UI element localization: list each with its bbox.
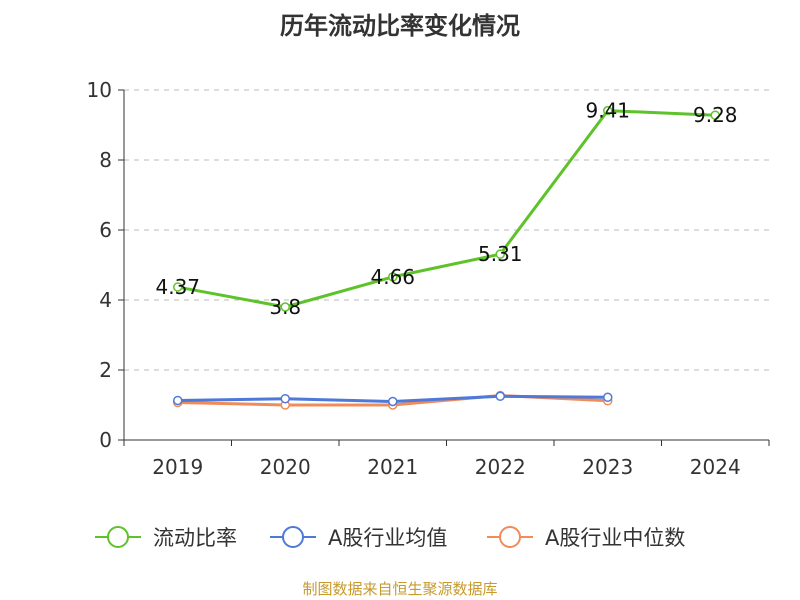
- x-tick-label: 2019: [152, 455, 203, 479]
- y-tick-label: 0: [99, 428, 112, 452]
- x-tick-label: 2023: [582, 455, 633, 479]
- data-point: [280, 393, 290, 404]
- data-point: [173, 282, 183, 292]
- source-note: 制图数据来自恒生聚源数据库: [302, 580, 498, 598]
- data-point: [388, 396, 398, 407]
- chart-title: 历年流动比率变化情况: [280, 12, 520, 40]
- data-labels: 4.37 3.8 4.66 5.31 9.41 9.28: [155, 99, 737, 319]
- y-tick-label: 2: [99, 358, 112, 382]
- data-label: 5.31: [478, 242, 523, 266]
- data-point: [280, 302, 290, 312]
- y-tick-label: 8: [99, 148, 112, 172]
- data-point: [495, 391, 505, 401]
- y-tick-label: 4: [99, 288, 112, 312]
- data-label: 4.37: [155, 275, 200, 299]
- series-lines: [173, 105, 720, 410]
- data-point: [388, 272, 398, 282]
- legend-label: A股行业均值: [328, 526, 447, 550]
- data-label: 3.8: [269, 295, 301, 319]
- x-tick-label: 2024: [690, 455, 741, 479]
- legend-marker: [107, 526, 129, 548]
- grid-lines: [124, 89, 769, 371]
- legend: 流动比率 A股行业均值 A股行业中位数: [95, 526, 685, 550]
- legend-marker: [282, 526, 304, 548]
- data-point: [173, 395, 183, 406]
- data-label: 9.28: [693, 103, 738, 127]
- x-tick-label: 2022: [475, 455, 526, 479]
- series-line: [177, 109, 716, 309]
- y-tick-label: 6: [99, 218, 112, 242]
- data-point: [603, 105, 613, 116]
- x-tick-label: 2021: [367, 455, 418, 479]
- data-point: [603, 392, 613, 403]
- x-tick-label: 2020: [260, 455, 311, 479]
- data-point: [710, 110, 720, 120]
- legend-label: A股行业中位数: [545, 526, 685, 550]
- data-label: 4.66: [370, 265, 415, 289]
- y-tick-label: 10: [87, 78, 112, 102]
- axes: 0 2 4 6 8 10 2019 2020 2021 2022 2023 2024: [87, 78, 770, 479]
- legend-label: 流动比率: [153, 526, 237, 550]
- data-label: 9.41: [585, 99, 630, 123]
- data-point: [495, 249, 505, 259]
- legend-marker: [499, 526, 521, 548]
